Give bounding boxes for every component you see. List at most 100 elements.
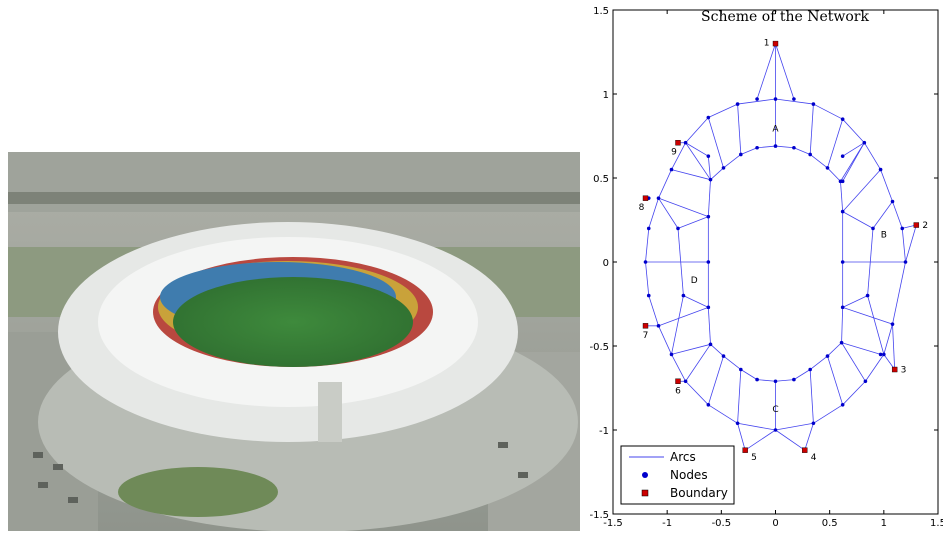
x-tick-label: 1 xyxy=(881,518,887,529)
boundary-node xyxy=(891,366,898,373)
network-node xyxy=(839,340,844,345)
network-node xyxy=(808,152,812,157)
arc-spoke xyxy=(867,295,885,355)
network-node xyxy=(755,377,759,382)
boundary-node-label: 9 xyxy=(671,148,677,158)
arc-spoke xyxy=(842,306,893,325)
y-tick-label: 0 xyxy=(603,258,609,269)
arc-inner xyxy=(775,145,794,149)
boundary-node xyxy=(642,195,649,201)
network-node xyxy=(656,324,661,328)
x-tick-label: -1 xyxy=(662,518,672,529)
y-tick-label: -0.5 xyxy=(589,342,609,353)
arc-spoke xyxy=(671,169,711,181)
arc-spoke xyxy=(707,355,724,405)
arc-spoke xyxy=(677,216,709,229)
arc-spoke xyxy=(809,104,814,155)
network-node xyxy=(878,352,883,357)
arc-spoke xyxy=(841,342,881,355)
network-node xyxy=(706,260,711,264)
arc-inner xyxy=(841,307,844,343)
network-node xyxy=(643,260,648,264)
arc-inner xyxy=(793,369,811,380)
arc-spoke xyxy=(671,343,711,355)
y-tick-label: -1 xyxy=(599,426,609,437)
boundary-node xyxy=(675,140,681,146)
legend-box xyxy=(620,445,735,505)
network-node xyxy=(903,260,908,264)
boundary-node xyxy=(772,40,779,47)
x-tick-label: 0.5 xyxy=(822,518,838,529)
arc-spoke xyxy=(737,369,742,424)
arc-spoke xyxy=(842,295,868,308)
network-node xyxy=(646,226,651,231)
arc-inner xyxy=(707,307,711,345)
network-node xyxy=(811,102,816,106)
network-node xyxy=(706,115,711,120)
arc-inner xyxy=(809,355,828,370)
boundary-node-label: 7 xyxy=(643,331,649,341)
network-node xyxy=(706,214,711,219)
arc-outer xyxy=(813,404,843,424)
y-tick-label: 1.5 xyxy=(593,6,609,17)
arc-spoke xyxy=(867,228,874,296)
network-node xyxy=(890,322,895,326)
arc-spoke xyxy=(671,295,684,355)
y-tick-label: 1 xyxy=(603,90,609,101)
chart-canvas: Scheme of the Network -1.5 -1 -0.5 0 0.5 1 1.5… xyxy=(589,6,943,529)
network-node xyxy=(840,117,845,121)
arc-spoke xyxy=(737,104,742,155)
network-node xyxy=(865,293,870,298)
legend-boundary-label: Boundary xyxy=(670,486,728,500)
arc-inner xyxy=(757,379,776,382)
network-node xyxy=(676,226,680,231)
legend-boundary-swatch xyxy=(641,489,649,497)
arc-outer xyxy=(685,117,709,143)
arc-outer xyxy=(685,381,709,406)
network-node xyxy=(878,167,883,172)
network-node xyxy=(882,352,886,357)
boundary-node xyxy=(675,378,681,384)
network-node xyxy=(706,305,711,310)
network-node xyxy=(755,97,759,101)
boundary-node-label: 1 xyxy=(764,39,770,49)
arc-spoke xyxy=(892,324,896,370)
arc-spoke xyxy=(841,342,866,382)
network-node xyxy=(863,379,868,384)
arc-inner xyxy=(710,344,724,357)
network-node xyxy=(739,152,743,157)
stadium-aerial-photo-icon xyxy=(8,152,580,531)
arc-outer xyxy=(892,261,906,325)
network-node xyxy=(735,102,740,106)
network-node xyxy=(840,260,845,264)
arc-outer xyxy=(880,169,893,202)
arc-inner xyxy=(840,181,844,212)
arc-inner xyxy=(740,369,758,380)
network-node xyxy=(721,166,726,170)
network-node xyxy=(773,144,778,148)
boundary-node-label: 6 xyxy=(675,386,681,396)
network-node xyxy=(755,145,759,150)
network-node xyxy=(646,293,651,298)
network-node xyxy=(871,226,875,231)
arc-spoke xyxy=(685,142,709,157)
legend-arcs-label: Arcs xyxy=(670,450,696,464)
stadium-aerial-photo xyxy=(8,152,580,531)
x-tick-label: 1.5 xyxy=(930,518,943,529)
arc-spoke xyxy=(775,429,805,451)
network-node xyxy=(669,167,674,172)
arc-outer xyxy=(775,422,814,431)
arc-spoke xyxy=(842,142,865,157)
network-node xyxy=(773,428,778,432)
arc-spoke xyxy=(842,142,865,182)
network-node xyxy=(840,179,845,184)
arc-spoke xyxy=(744,429,776,451)
arc-outer xyxy=(737,98,776,105)
boundary-node-label: 2 xyxy=(922,221,928,231)
network-node xyxy=(825,166,830,170)
boundary-node-label: 3 xyxy=(901,366,907,376)
arc-outer xyxy=(708,103,738,118)
arc-spoke xyxy=(707,117,724,169)
arc-spoke xyxy=(905,224,917,263)
arc-inner xyxy=(827,342,842,357)
